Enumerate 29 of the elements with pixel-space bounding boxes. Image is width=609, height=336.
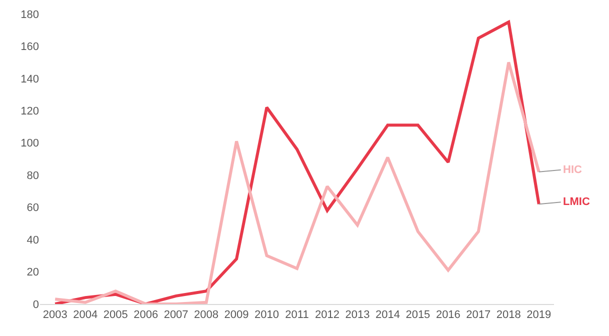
- x-tick-label: 2004: [73, 309, 98, 322]
- y-tick-label: 0: [32, 298, 39, 311]
- x-tick-label: 2017: [466, 309, 491, 322]
- x-tick-label: 2007: [164, 309, 188, 322]
- x-tick-label: 2012: [315, 309, 340, 322]
- x-tick-label: 2008: [194, 309, 219, 322]
- y-tick-label: 140: [20, 73, 39, 86]
- y-tick-label: 80: [26, 170, 39, 182]
- x-tick-label: 2009: [224, 309, 249, 322]
- x-tick-label: 2015: [406, 309, 430, 322]
- x-tick-label: 2003: [42, 309, 68, 322]
- y-tick-label: 120: [20, 106, 39, 118]
- x-tick-label: 2016: [436, 309, 460, 322]
- y-tick-label: 160: [20, 41, 39, 54]
- text: LMIC: [563, 196, 590, 208]
- y-tick-label: 20: [26, 266, 39, 279]
- y-tick-label: 60: [26, 202, 39, 214]
- y-tick-label: 180: [20, 8, 39, 21]
- text: HIC: [563, 164, 582, 176]
- y-tick-label: 40: [26, 234, 39, 246]
- x-tick-label: 2010: [254, 309, 279, 322]
- y-tick-label: 100: [20, 138, 39, 150]
- x-tick-label: 2014: [375, 309, 400, 322]
- x-tick-label: 2013: [345, 309, 370, 322]
- x-tick-label: 2006: [134, 309, 158, 322]
- x-tick-label: 2005: [103, 309, 128, 322]
- x-tick-label: 2011: [285, 309, 309, 322]
- x-tick-label: 2019: [526, 309, 552, 322]
- x-tick-label: 2018: [496, 309, 521, 322]
